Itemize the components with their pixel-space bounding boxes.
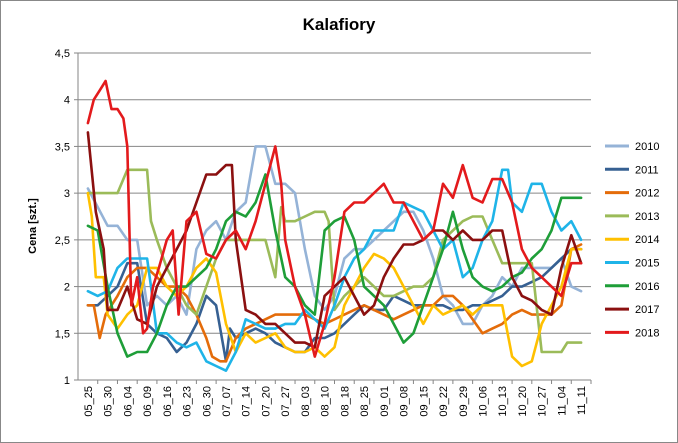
y-tick-label: 3	[64, 188, 70, 200]
x-tick-label: 09_22	[438, 386, 450, 417]
y-tick-label: 2	[64, 282, 70, 294]
legend-label-2018: 2018	[635, 327, 659, 339]
legend-label-2014: 2014	[635, 234, 659, 246]
x-tick-label: 08_25	[359, 386, 371, 417]
x-tick-label: 08_18	[339, 386, 351, 417]
x-tick-label: 10_13	[497, 386, 509, 417]
x-tick-label: 09_01	[379, 386, 391, 417]
series-lines	[86, 79, 583, 372]
x-tick-label: 06_30	[201, 386, 213, 417]
legend-label-2010: 2010	[635, 141, 659, 153]
legend-label-2012: 2012	[635, 188, 659, 200]
y-tick-label: 4	[64, 95, 70, 107]
legend-label-2015: 2015	[635, 258, 659, 270]
series-line-2014	[86, 191, 583, 368]
x-tick-label: 11_11	[576, 386, 588, 415]
x-tick-label: 07_07	[221, 386, 233, 417]
x-tick-label: 05_30	[103, 386, 115, 417]
x-tick-label: 09_08	[399, 386, 411, 417]
x-tick-label: 10_27	[537, 386, 549, 417]
y-axis-label: Cena [szt.]	[27, 198, 39, 254]
x-tick-label: 06_23	[182, 386, 194, 417]
chart-title: Kalafiory	[303, 15, 376, 34]
legend-label-2017: 2017	[635, 304, 659, 316]
series-line-2017	[86, 131, 583, 349]
x-tick-label: 07_27	[280, 386, 292, 417]
x-tick-label: 05_25	[83, 386, 95, 417]
series-line-2013	[86, 168, 583, 354]
x-tick-label: 09_15	[418, 386, 430, 417]
series-line-2011	[86, 247, 583, 363]
legend: 2010 2011 2012 2013 2014 2015 2016 2017 2018	[605, 141, 659, 339]
axes: 1 1,5 2 2,5 3 3,5 4 4,5 05_25 05_30 06_04 06_09 06_1…	[55, 48, 592, 417]
y-tick-label: 3,5	[55, 141, 70, 153]
y-tick-label: 1,5	[55, 328, 70, 340]
x-tick-label: 09_29	[458, 386, 470, 417]
y-tick-label: 4,5	[55, 48, 70, 60]
y-tick-label: 1	[64, 375, 70, 387]
legend-label-2011: 2011	[635, 164, 659, 176]
legend-label-2013: 2013	[635, 211, 659, 223]
x-tick-label: 07_20	[260, 386, 272, 417]
series-line-2018	[86, 79, 583, 358]
x-tick-label: 08_03	[300, 386, 312, 417]
series-line-2016	[86, 173, 583, 358]
legend-label-2016: 2016	[635, 281, 659, 293]
x-tick-label: 06_04	[122, 386, 134, 417]
x-tick-label: 07_14	[241, 386, 253, 417]
series-line-2015	[86, 168, 583, 372]
x-tick-label: 10_20	[517, 386, 529, 417]
x-tick-label: 08_10	[320, 386, 332, 417]
x-tick-label: 10_06	[477, 386, 489, 417]
x-tick-label: 11_04	[556, 386, 568, 416]
x-tick-label: 06_16	[162, 386, 174, 417]
y-tick-label: 2,5	[55, 235, 70, 247]
x-tick-label: 06_09	[142, 386, 154, 417]
